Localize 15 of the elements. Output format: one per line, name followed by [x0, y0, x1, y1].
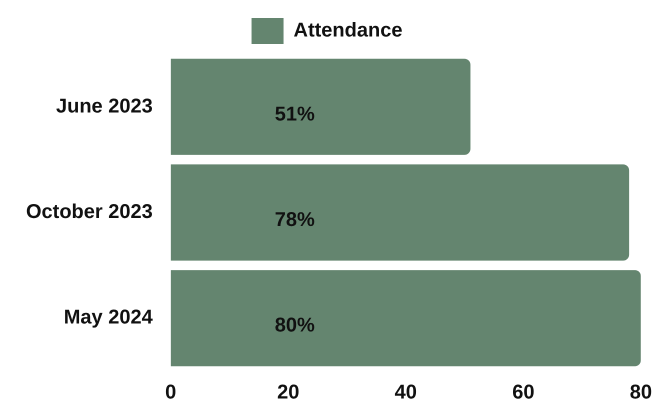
x-tick-label: 80 [630, 382, 652, 404]
bar [170, 164, 630, 261]
x-tick-label: 20 [277, 382, 300, 404]
x-tick-label: 60 [512, 382, 534, 404]
bar [170, 58, 470, 155]
bar [170, 270, 641, 366]
y-tick-label: May 2024 [64, 306, 154, 329]
data-label: 80% [274, 314, 315, 337]
data-label: 51% [274, 103, 315, 126]
data-label: 78% [274, 209, 315, 232]
y-tick-label: October 2023 [26, 201, 153, 224]
x-tick-label: 40 [394, 382, 417, 404]
x-tick-label: 0 [165, 382, 176, 404]
y-tick-label: June 2023 [56, 95, 153, 118]
legend-label: Attendance [294, 20, 402, 42]
